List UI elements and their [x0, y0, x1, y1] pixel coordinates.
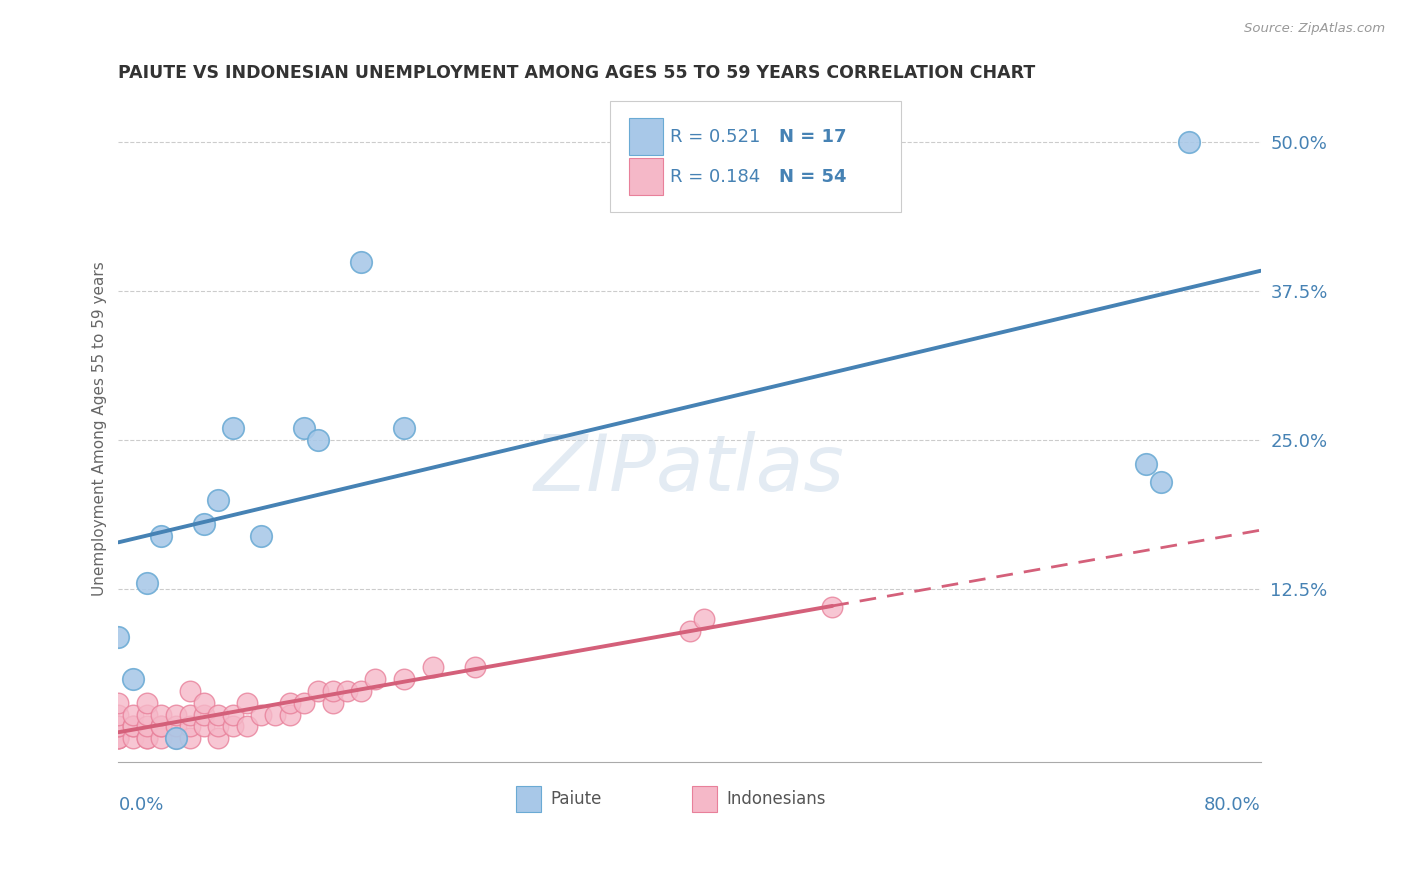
Point	[207, 731, 229, 746]
Text: PAIUTE VS INDONESIAN UNEMPLOYMENT AMONG AGES 55 TO 59 YEARS CORRELATION CHART: PAIUTE VS INDONESIAN UNEMPLOYMENT AMONG …	[118, 64, 1036, 82]
Point	[179, 731, 201, 746]
Point	[193, 696, 215, 710]
Point	[278, 696, 301, 710]
FancyBboxPatch shape	[692, 786, 717, 812]
Point	[1178, 136, 1201, 150]
Point	[193, 707, 215, 722]
Point	[392, 672, 415, 686]
Point	[136, 576, 159, 591]
Text: ZIPatlas: ZIPatlas	[534, 431, 845, 507]
Point	[107, 719, 129, 733]
Point	[107, 630, 129, 644]
Point	[179, 719, 201, 733]
Point	[250, 707, 273, 722]
Point	[307, 434, 329, 448]
Point	[107, 696, 129, 710]
Point	[207, 719, 229, 733]
Point	[464, 660, 486, 674]
Point	[193, 516, 215, 531]
Point	[236, 696, 259, 710]
Point	[193, 719, 215, 733]
Point	[121, 707, 143, 722]
Point	[250, 529, 273, 543]
Point	[278, 707, 301, 722]
Point	[136, 707, 159, 722]
Text: Paiute: Paiute	[550, 790, 602, 808]
Point	[150, 719, 173, 733]
FancyBboxPatch shape	[610, 102, 901, 211]
Text: N = 17: N = 17	[779, 128, 846, 145]
Point	[221, 421, 243, 435]
Point	[165, 707, 187, 722]
Point	[422, 660, 444, 674]
Point	[121, 672, 143, 686]
Point	[264, 707, 287, 722]
Point	[165, 731, 187, 746]
Text: N = 54: N = 54	[779, 168, 846, 186]
Point	[165, 719, 187, 733]
Point	[236, 719, 259, 733]
Point	[150, 707, 173, 722]
Point	[322, 696, 344, 710]
FancyBboxPatch shape	[628, 119, 664, 155]
Point	[165, 731, 187, 746]
Text: 80.0%: 80.0%	[1204, 796, 1261, 814]
Point	[821, 600, 844, 615]
Point	[150, 529, 173, 543]
Text: Indonesians: Indonesians	[725, 790, 825, 808]
Point	[207, 707, 229, 722]
Point	[221, 719, 243, 733]
Point	[221, 707, 243, 722]
Text: Source: ZipAtlas.com: Source: ZipAtlas.com	[1244, 22, 1385, 36]
Point	[650, 171, 672, 186]
Point	[150, 731, 173, 746]
Point	[179, 707, 201, 722]
Text: R = 0.521: R = 0.521	[671, 128, 761, 145]
Point	[307, 683, 329, 698]
FancyBboxPatch shape	[628, 159, 664, 195]
Point	[392, 421, 415, 435]
Point	[136, 731, 159, 746]
Point	[121, 731, 143, 746]
Point	[107, 731, 129, 746]
Point	[292, 421, 315, 435]
Text: R = 0.184: R = 0.184	[671, 168, 761, 186]
Point	[121, 719, 143, 733]
Point	[322, 683, 344, 698]
Point	[136, 719, 159, 733]
Point	[336, 683, 359, 698]
Point	[107, 719, 129, 733]
Point	[1150, 475, 1173, 489]
Point	[136, 731, 159, 746]
Point	[107, 731, 129, 746]
Point	[150, 719, 173, 733]
Point	[136, 696, 159, 710]
Point	[107, 707, 129, 722]
Point	[693, 612, 716, 626]
Point	[107, 731, 129, 746]
Point	[292, 696, 315, 710]
Point	[179, 683, 201, 698]
Point	[1135, 457, 1157, 471]
Text: 0.0%: 0.0%	[118, 796, 165, 814]
Y-axis label: Unemployment Among Ages 55 to 59 years: Unemployment Among Ages 55 to 59 years	[93, 261, 107, 596]
Point	[678, 624, 700, 639]
Point	[364, 672, 387, 686]
Point	[207, 493, 229, 508]
Point	[350, 254, 373, 268]
Point	[121, 719, 143, 733]
Point	[350, 683, 373, 698]
FancyBboxPatch shape	[516, 786, 541, 812]
